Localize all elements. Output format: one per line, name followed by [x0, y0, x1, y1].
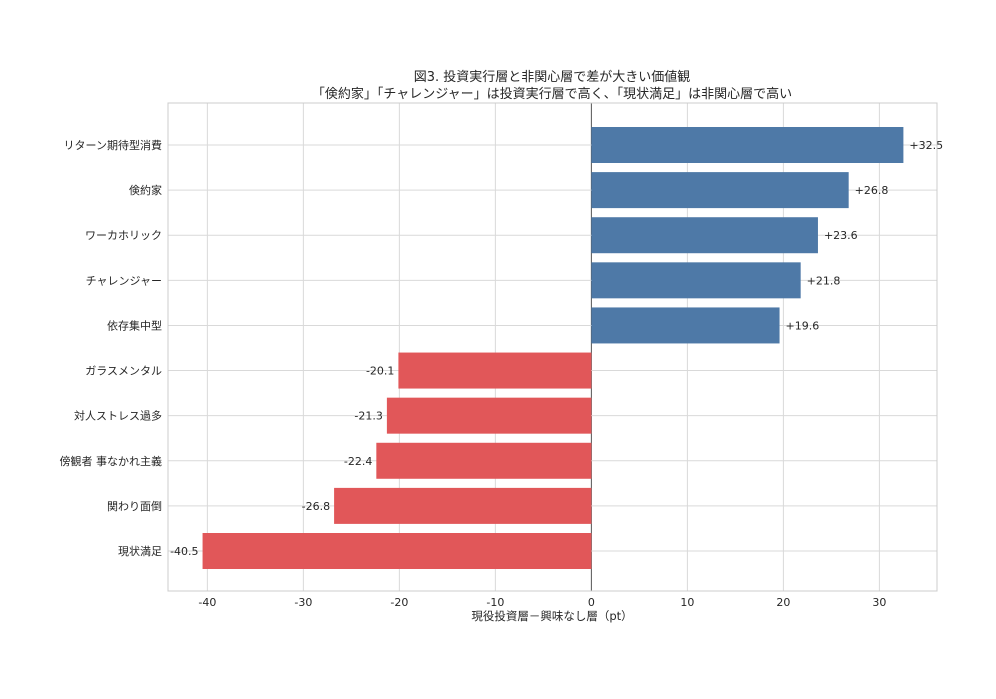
y-tick-label: リターン期待型消費	[64, 138, 162, 152]
x-axis-label: 現役投資層－興味なし層（pt）	[471, 609, 632, 623]
bar	[398, 352, 592, 389]
x-tick-label: 10	[680, 596, 694, 609]
bar	[591, 307, 780, 344]
chart-subtitle: 「倹約家」「チャレンジャー」は投資実行層で高く、「現状満足」は非関心層で高い	[312, 86, 792, 102]
data-label: +23.6	[824, 229, 858, 242]
data-label: -20.1	[366, 365, 394, 378]
bar	[591, 127, 904, 163]
data-label: -22.4	[344, 455, 372, 468]
x-tick-label: -40	[198, 596, 216, 609]
data-label: -26.8	[302, 500, 330, 513]
y-tick-label: ガラスメンタル	[85, 365, 162, 378]
x-tick-label: -10	[486, 596, 504, 609]
y-tick-label: 倹約家	[129, 183, 162, 197]
data-label: -21.3	[354, 410, 382, 423]
x-tick-label: 30	[872, 596, 886, 609]
data-label: +26.8	[855, 184, 889, 197]
data-label: +21.8	[807, 274, 841, 287]
data-label: -40.5	[170, 545, 198, 558]
y-tick-label: 傍観者 事なかれ主義	[60, 454, 163, 468]
bar	[376, 442, 592, 479]
plot-frame	[167, 102, 938, 592]
bar	[591, 262, 801, 299]
y-tick-label: 対人ストレス過多	[74, 409, 162, 423]
x-tick-label: 0	[588, 596, 595, 609]
data-label: +19.6	[786, 319, 820, 332]
y-tick-label: チャレンジャー	[86, 274, 162, 287]
y-tick-label: ワーカホリック	[85, 229, 162, 242]
y-tick-label: 関わり面倒	[107, 500, 162, 513]
bar	[386, 397, 592, 434]
y-tick-label: 現状満足	[118, 544, 162, 558]
bar	[591, 172, 849, 209]
x-tick-label: -20	[390, 596, 408, 609]
data-label: +32.5	[909, 139, 943, 152]
y-tick-label: 依存集中型	[107, 318, 162, 332]
chart-title: 図3. 投資実行層と非関心層で差が大きい価値観	[414, 69, 691, 85]
x-tick-label: -30	[294, 596, 312, 609]
bar	[334, 487, 592, 524]
x-tick-label: 20	[776, 596, 790, 609]
bar	[591, 217, 818, 254]
bar	[202, 533, 592, 569]
